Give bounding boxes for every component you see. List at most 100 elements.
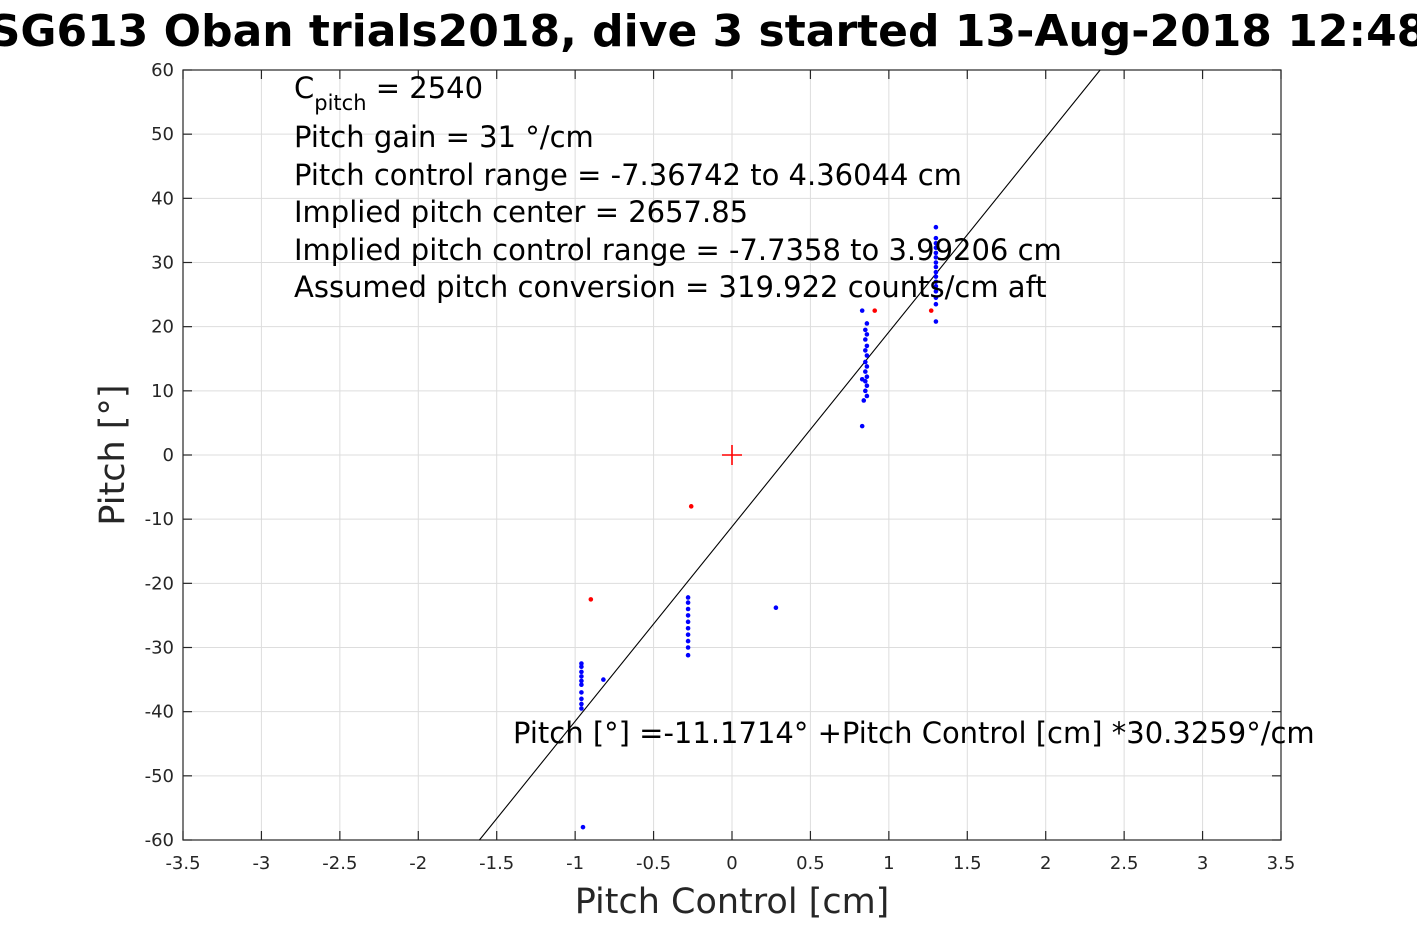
- annotation-implied-pitch-center: Implied pitch center = 2657.85: [294, 195, 748, 229]
- fit-line-group: [479, 69, 1101, 841]
- x-tick-label: 1: [883, 853, 894, 874]
- data-point: [601, 677, 606, 682]
- data-point: [863, 348, 868, 353]
- data-point: [928, 308, 934, 313]
- data-point: [579, 690, 584, 695]
- data-point: [685, 625, 691, 631]
- data-point: [685, 638, 691, 644]
- data-point: [933, 274, 939, 279]
- data-point: [579, 669, 584, 675]
- data-point: [864, 353, 870, 358]
- data-point: [863, 327, 868, 333]
- data-point: [579, 674, 584, 679]
- data-point: [863, 369, 868, 374]
- data-point: [933, 279, 939, 285]
- x-tick-label: -3: [252, 853, 270, 874]
- y-tick-label: -20: [145, 573, 174, 594]
- data-point: [933, 269, 939, 275]
- data-point: [864, 364, 870, 369]
- data-point: [685, 645, 691, 650]
- data-point: [872, 308, 878, 313]
- fit-equation: Pitch [°] =-11.1714° +Pitch Control [cm]…: [513, 716, 1315, 750]
- x-tick-label: -3.5: [165, 853, 200, 874]
- data-point: [685, 613, 691, 618]
- c-pitch-annotation: Cpitch = 2540: [294, 71, 483, 115]
- data-point: [864, 383, 870, 389]
- data-point: [859, 376, 865, 382]
- data-point: [864, 374, 870, 380]
- fit-line: [479, 69, 1101, 841]
- data-point: [864, 321, 870, 326]
- x-tick-label: 3.5: [1267, 853, 1296, 874]
- data-point: [933, 264, 939, 270]
- data-point: [859, 423, 865, 429]
- data-point: [579, 661, 584, 666]
- data-point: [588, 597, 594, 602]
- chart-title: SG613 Oban trials2018, dive 3 started 13…: [0, 6, 1417, 57]
- data-point: [688, 504, 694, 509]
- x-tick-label: -2: [409, 853, 427, 874]
- x-axis-label: Pitch Control [cm]: [575, 882, 890, 922]
- data-points: [579, 224, 939, 830]
- x-tick-label: 2: [1040, 853, 1051, 874]
- x-tick-label: 0.5: [796, 853, 825, 874]
- data-point: [864, 393, 870, 399]
- grid-lines: [182, 69, 1282, 841]
- y-axis-label: Pitch [°]: [93, 384, 133, 525]
- y-tick-label: -40: [145, 702, 174, 723]
- data-point: [863, 337, 868, 342]
- data-point: [933, 235, 939, 241]
- y-tick-label: -10: [145, 509, 174, 530]
- data-point: [859, 308, 865, 313]
- data-point: [685, 606, 691, 612]
- y-tick-label: 40: [151, 188, 174, 209]
- x-tick-label: 3: [1197, 853, 1208, 874]
- y-tick-label: 20: [151, 317, 174, 338]
- y-tick-label: 0: [163, 445, 174, 466]
- annotation-pitch-conversion: Assumed pitch conversion = 319.922 count…: [294, 270, 1047, 304]
- annotation-pitch-gain: Pitch gain = 31 °/cm: [294, 120, 594, 154]
- data-point: [685, 595, 691, 600]
- data-point: [933, 224, 939, 230]
- data-point: [863, 359, 868, 365]
- data-point: [933, 255, 939, 260]
- data-point: [933, 260, 939, 265]
- x-tick-label: -0.5: [636, 853, 671, 874]
- data-point: [685, 600, 691, 605]
- data-point: [933, 319, 939, 324]
- y-tick-label: -60: [145, 830, 174, 851]
- data-point: [933, 240, 939, 246]
- data-point: [579, 664, 584, 670]
- data-point: [864, 332, 870, 337]
- data-point: [933, 301, 939, 307]
- x-tick-label: -1: [566, 853, 584, 874]
- data-point: [685, 632, 691, 637]
- x-tick-label: -1.5: [479, 853, 514, 874]
- x-tick-label: 2.5: [1110, 853, 1139, 874]
- data-point: [864, 343, 870, 349]
- annotation-pitch-control-range: Pitch control range = -7.36742 to 4.3604…: [294, 158, 962, 192]
- annotation-implied-control-range: Implied pitch control range = -7.7358 to…: [294, 233, 1062, 267]
- y-tick-label: 60: [151, 60, 174, 81]
- x-tick-label: -2.5: [322, 853, 357, 874]
- data-point: [579, 678, 584, 684]
- y-tick-label: -50: [145, 766, 174, 787]
- data-point: [933, 245, 939, 251]
- data-point: [579, 682, 584, 688]
- data-point: [685, 619, 691, 625]
- data-point: [579, 701, 584, 707]
- x-tick-label: 1.5: [953, 853, 982, 874]
- data-point: [579, 706, 584, 711]
- data-point: [579, 696, 584, 702]
- axis-ticks: -3.5 -3 -2.5 -2 -1.5 -1 -0.5 0 0.5 1 1.5 2 2.5 3 3.5 -6…: [145, 60, 1296, 874]
- c-pitch-subscript: pitch: [314, 91, 366, 115]
- data-point: [933, 295, 939, 301]
- data-point: [773, 605, 779, 611]
- data-point: [933, 283, 939, 289]
- data-point: [861, 398, 867, 403]
- data-point: [933, 250, 939, 256]
- data-point: [933, 289, 939, 294]
- data-point: [685, 652, 691, 658]
- y-tick-label: 50: [151, 124, 174, 145]
